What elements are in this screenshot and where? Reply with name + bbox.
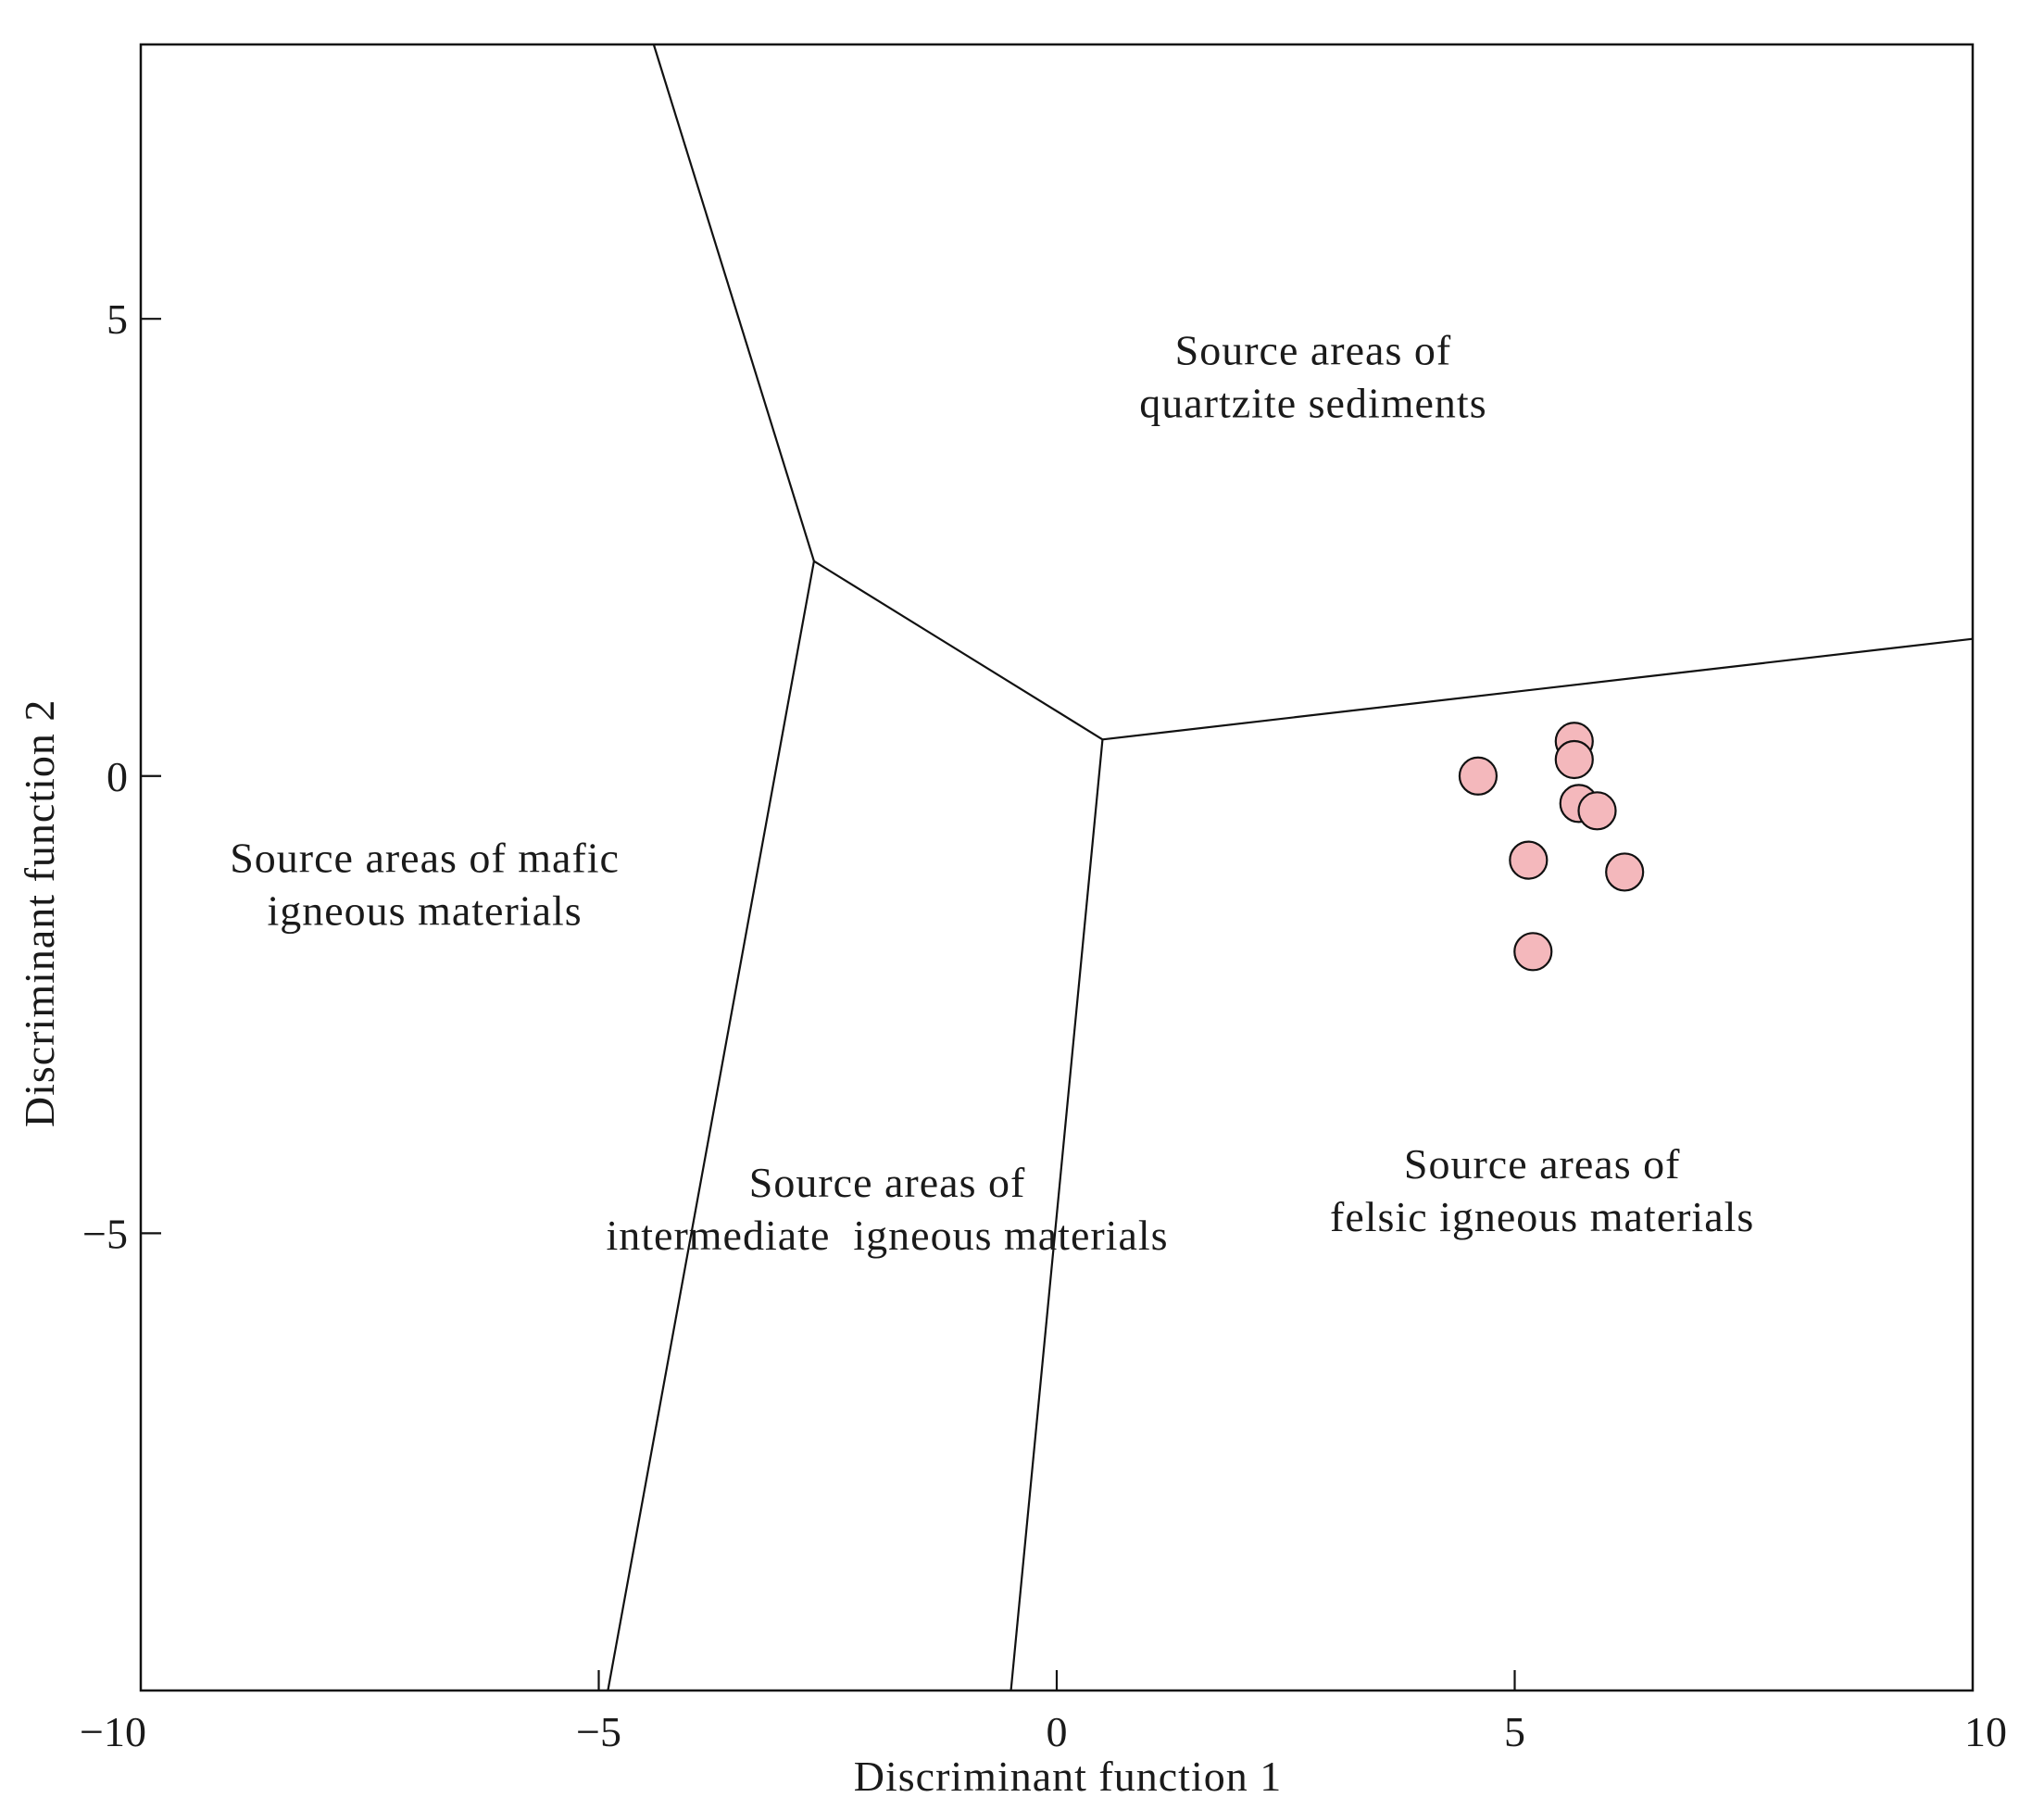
region-label-line: Source areas of [1175, 327, 1452, 374]
region-label-mafic: Source areas of mafic igneous materials [230, 834, 620, 934]
region-label-line: Source areas of mafic [230, 834, 620, 881]
axis-ticks: −10 −5 0 5 10 5 0 −5 [80, 295, 2007, 1755]
region-label-intermediate: Source areas of intermediate igneous mate… [606, 1159, 1168, 1259]
x-tick-label: 5 [1504, 1708, 1525, 1755]
region-label-line: quartzite sediments [1139, 380, 1486, 427]
x-tick-label: 10 [1964, 1708, 2007, 1755]
y-axis-title: Discriminant function 2 [16, 699, 63, 1127]
region-label-felsic: Source areas of felsic igneous materials [1330, 1140, 1754, 1240]
y-tick-label: 0 [107, 753, 128, 800]
region-label-line: Source areas of [1404, 1140, 1681, 1188]
boundary-quartzite-mafic [652, 44, 815, 562]
boundary-intermediate-felsic [1009, 739, 1104, 1691]
region-label-line: Source areas of [749, 1159, 1026, 1206]
data-points [1458, 722, 1645, 972]
region-label-line: felsic igneous materials [1330, 1193, 1754, 1240]
data-point [1554, 739, 1594, 780]
x-axis-title: Discriminant function 1 [854, 1753, 1282, 1800]
region-label-quartzite: Source areas of quartzite sediments [1139, 327, 1486, 427]
region-label-line: igneous materials [267, 886, 582, 934]
region-labels: Source areas of quartzite sedimentsSource… [230, 327, 1754, 1259]
x-tick-label: −5 [576, 1708, 621, 1755]
boundary-quartzite-intermediate [813, 559, 1104, 741]
y-tick-label: −5 [82, 1210, 128, 1257]
boundary-lines [607, 44, 1974, 1691]
data-point [1509, 840, 1549, 880]
data-point [1605, 852, 1645, 892]
y-tick-label: 5 [107, 295, 128, 343]
data-point [1458, 756, 1499, 796]
x-tick-label: −10 [80, 1708, 146, 1755]
x-tick-label: 0 [1047, 1708, 1068, 1755]
data-point [1577, 791, 1617, 831]
boundary-mafic-intermediate [607, 560, 815, 1691]
boundary-quartzite-felsic [1102, 637, 1974, 741]
data-point [1513, 932, 1553, 972]
region-label-line: intermediate igneous materials [606, 1212, 1168, 1259]
